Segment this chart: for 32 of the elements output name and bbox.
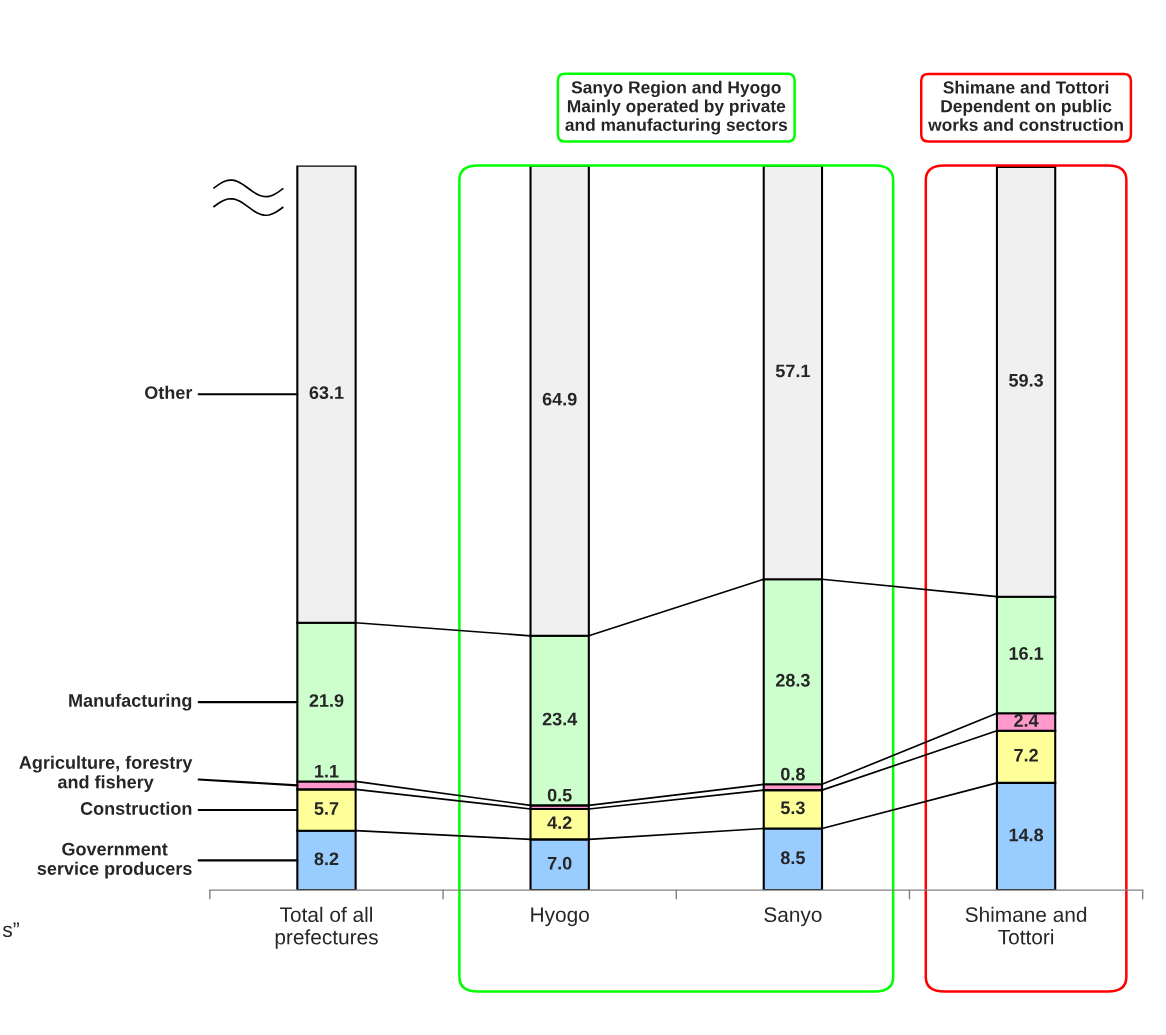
x-tick-label: Hyogo: [531, 907, 589, 927]
text: Manufacturing: [69, 693, 192, 711]
data-label: 16.1: [1009, 647, 1044, 660]
data-label: 59.3: [1009, 373, 1043, 387]
data-label: 5.3: [780, 801, 805, 815]
text: s”: [2, 922, 19, 938]
x-tick-label: Total of all prefectures: [275, 906, 378, 949]
text: Government service producers: [37, 842, 192, 879]
text: Agriculture, forestry and fishery: [19, 755, 193, 792]
x-tick-label: Sanyo: [764, 907, 822, 927]
data-label: 2.4: [1014, 714, 1039, 727]
text: Other: [144, 385, 193, 400]
data-label: 63.1: [309, 386, 344, 400]
data-label: 14.8: [1009, 828, 1044, 842]
text: Sanyo Region and Hyogo Mainly operated by private and manufacturing sectors: [565, 80, 787, 135]
data-label: 7.0: [547, 856, 572, 870]
data-label: 21.9: [309, 694, 344, 707]
data-label: 23.4: [542, 712, 578, 726]
x-tick-label: Shimane and Tottori: [965, 906, 1087, 945]
data-label: 0.8: [781, 767, 805, 781]
data-label: 1.1: [315, 764, 339, 778]
data-label: 64.9: [542, 392, 577, 406]
data-label: 28.3: [775, 673, 810, 687]
data-label: 4.2: [547, 816, 572, 829]
data-label: 0.5: [547, 788, 572, 802]
text: Construction: [80, 801, 192, 815]
text: Shimane and Tottori Dependent on public works and construction: [928, 80, 1123, 131]
data-label: 5.7: [314, 802, 339, 815]
data-label: 7.2: [1014, 748, 1038, 762]
data-label: 8.2: [314, 852, 339, 866]
data-label: 8.5: [780, 851, 805, 865]
data-label: 57.1: [775, 364, 810, 378]
